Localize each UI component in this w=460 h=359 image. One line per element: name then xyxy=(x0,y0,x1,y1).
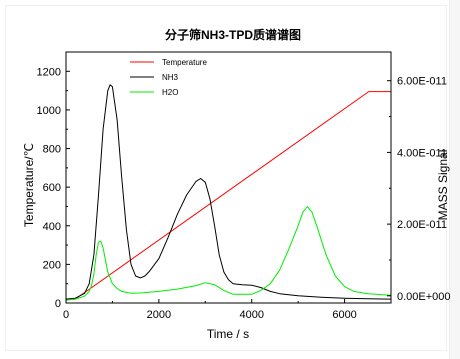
x-tick-label: 4000 xyxy=(239,309,263,321)
y-left-tick-label: 1200 xyxy=(37,66,61,78)
series-line-h2o xyxy=(65,206,392,301)
legend-label-h2o: H2O xyxy=(162,88,178,97)
series-line-nh3 xyxy=(65,84,392,300)
y-axis-label-left: Temperature/℃ xyxy=(22,143,36,227)
y-left-tick-label: 600 xyxy=(43,182,61,194)
y-left-tick-label: 800 xyxy=(43,144,61,156)
y-right-tick-label: 0.00E+000 xyxy=(397,291,451,303)
x-tick-label: 2000 xyxy=(147,309,171,321)
y-right-tick-label: 2.00E-011 xyxy=(397,219,447,231)
x-tick-label: 0 xyxy=(63,309,69,321)
y-right-tick-label: 4.00E-011 xyxy=(397,147,447,159)
y-left-tick-label: 1000 xyxy=(37,105,61,117)
scrollbar-track[interactable] xyxy=(449,0,460,359)
x-axis-label: Time / s xyxy=(207,327,249,341)
plot-frame xyxy=(65,51,392,304)
x-tick-label: 6000 xyxy=(332,309,356,321)
legend-label-nh3: NH3 xyxy=(162,73,179,82)
y-right-tick-label: 6.00E-011 xyxy=(397,76,447,88)
chart-title: 分子筛NH3-TPD质谱谱图 xyxy=(165,27,301,42)
y-axis-label-right: MASS Signal xyxy=(436,150,450,221)
y-left-tick-label: 0 xyxy=(55,298,61,310)
chart-panel xyxy=(6,6,446,350)
y-left-tick-label: 400 xyxy=(43,221,61,233)
y-left-tick-label: 200 xyxy=(43,259,61,271)
series-line-temperature xyxy=(66,91,391,300)
legend-label-temperature: Temperature xyxy=(162,58,207,67)
